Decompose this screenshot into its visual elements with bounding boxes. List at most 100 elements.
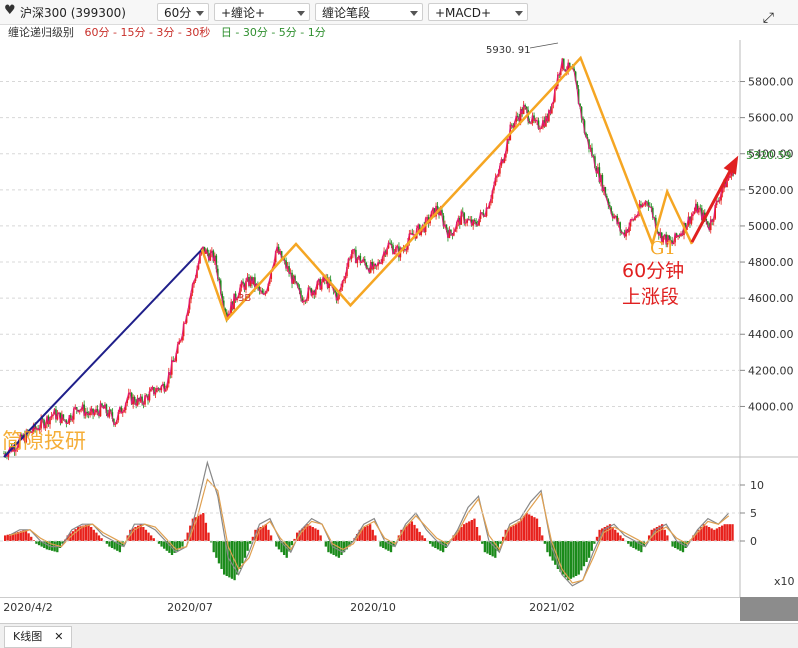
candle-body (485, 207, 488, 217)
candle-body (206, 249, 209, 254)
candle-body (337, 295, 339, 301)
y-tick-label: 5800.00 (748, 76, 794, 89)
macd-bar (715, 528, 719, 541)
macd-bar (428, 541, 432, 544)
macd-bar (567, 541, 570, 581)
candle-body (242, 281, 244, 285)
y-tick-label: 5600.00 (748, 112, 794, 125)
candle-body (475, 221, 477, 225)
macd-bar (528, 514, 531, 541)
macd-bar (629, 541, 633, 547)
candle-body (472, 220, 474, 226)
macd-panel (4, 460, 734, 587)
candle-body (721, 188, 724, 194)
candle-body (56, 413, 59, 420)
period-select[interactable]: 60分 (157, 3, 209, 21)
uptrend-label-line1: 60分钟 (622, 260, 684, 282)
tab-kline[interactable]: K线图 ✕ (4, 626, 73, 648)
candle-body (620, 231, 623, 233)
macd-bar (663, 529, 666, 541)
candle-body (124, 403, 127, 410)
macd-bar (152, 538, 155, 541)
candle-body (47, 416, 50, 425)
chan-indicator-button[interactable]: +缠论+ (214, 3, 310, 21)
candle-body (50, 415, 53, 418)
macd-bar (389, 541, 393, 553)
candle-body (555, 86, 558, 90)
macd-bar (92, 529, 95, 541)
candle-body (607, 199, 610, 205)
candle-body (160, 385, 163, 391)
macd-bar (382, 541, 385, 548)
candle-body (37, 428, 39, 430)
macd-bar (478, 535, 481, 541)
candle-body (335, 292, 338, 301)
y-tick-label: 5200.00 (748, 184, 794, 197)
candle-body (506, 139, 509, 152)
macd-bar (165, 541, 168, 551)
macd-bar (556, 541, 560, 569)
macd-bar (301, 528, 304, 541)
candle-body (726, 179, 728, 188)
candle-body (355, 249, 357, 264)
macd-bar (494, 541, 497, 558)
candle-body (604, 187, 607, 196)
candle-body (619, 222, 621, 232)
candle-body (690, 216, 693, 224)
candle-body (150, 388, 152, 392)
macd-bar (202, 513, 205, 541)
macd-bar (207, 532, 210, 541)
candle-body (473, 220, 476, 222)
macd-bar (541, 535, 544, 541)
macd-bar (611, 527, 614, 541)
symbol-label[interactable]: 沪深300 (399300) (20, 6, 126, 20)
macd-label: +MACD+ (435, 6, 492, 20)
candle-body (377, 262, 379, 266)
candle-body (237, 295, 240, 299)
macd-unit-label: x10 (774, 575, 795, 588)
candle-body (574, 71, 577, 81)
chevron-down-icon (515, 11, 523, 16)
candle-body (478, 218, 480, 226)
candle-body (641, 204, 644, 208)
kline-chart[interactable]: 4000.00 4200.00 4400.00 4600.00 4800.00 5000.… (0, 40, 798, 597)
scroll-thumb[interactable] (740, 597, 798, 621)
macd-bar (598, 529, 601, 541)
macd-bar (655, 527, 659, 541)
macd-bar (319, 535, 322, 541)
heart-icon[interactable]: ♥ (4, 3, 16, 18)
y-tick-label: 4600.00 (748, 292, 794, 305)
candle-body (552, 101, 555, 104)
macd-bar (37, 541, 41, 546)
candle-body (363, 259, 366, 263)
macd-bar (582, 541, 586, 567)
macd-dif-line (8, 460, 730, 587)
macd-bar (168, 541, 171, 553)
macd-bar (269, 535, 273, 541)
candle-body (245, 280, 247, 290)
candle-body (689, 216, 691, 224)
macd-bar (723, 524, 726, 541)
macd-bar (212, 541, 215, 553)
macd-bar (139, 524, 142, 541)
candle-body (387, 242, 390, 249)
candle-body (84, 411, 87, 416)
x-tick: 2020/07 (167, 601, 213, 614)
candle-body (470, 219, 473, 226)
candle-body (123, 409, 126, 412)
macd-bar (580, 541, 583, 571)
candle-body (13, 446, 16, 452)
expand-icon[interactable]: ⤢ (762, 10, 774, 26)
macd-bar (572, 541, 575, 578)
legend-green-levels: 日 - 30分 - 5分 - 1分 (220, 26, 326, 39)
candle-body (677, 235, 679, 238)
candle-body (217, 268, 219, 279)
macd-bar (577, 541, 580, 575)
chan-segment-button[interactable]: 缠论笔段 (315, 3, 423, 21)
macd-bar (694, 532, 698, 541)
macd-bar (196, 515, 200, 541)
close-icon[interactable]: ✕ (54, 630, 64, 643)
macd-bar (603, 527, 606, 541)
macd-button[interactable]: +MACD+ (428, 3, 528, 21)
macd-bar (705, 525, 708, 541)
